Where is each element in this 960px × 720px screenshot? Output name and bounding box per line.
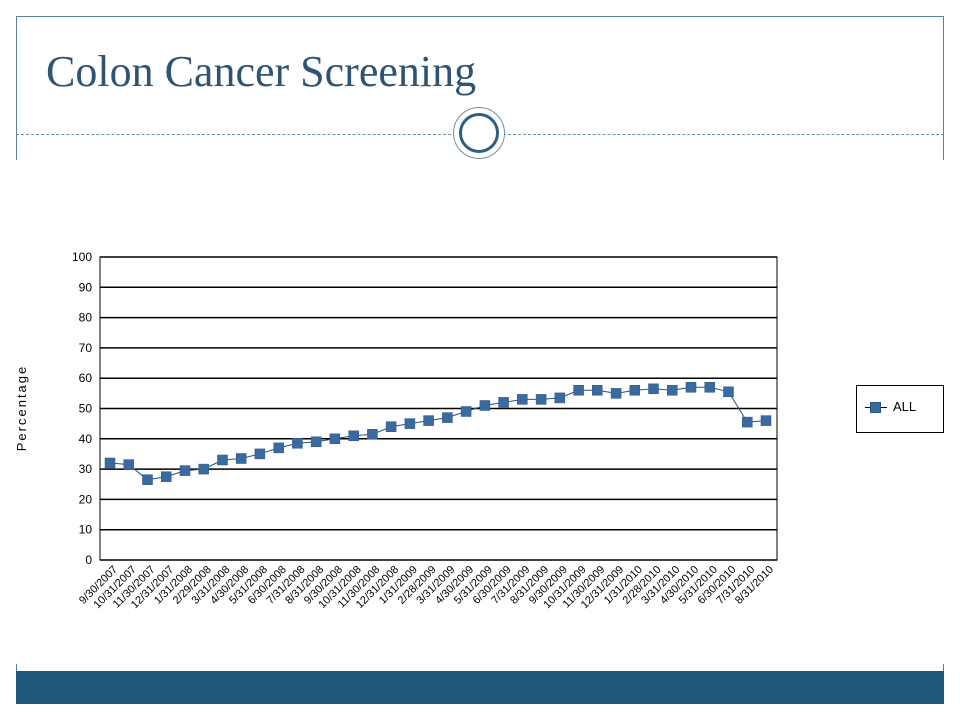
y-tick-label: 0	[85, 553, 92, 567]
data-point	[217, 454, 228, 466]
data-point	[685, 382, 697, 393]
chart-legend: ALL	[856, 385, 944, 433]
data-point	[310, 436, 322, 448]
plot-area	[99, 256, 778, 561]
data-point	[742, 416, 753, 428]
legend-label: ALL	[893, 399, 917, 414]
chart-series	[104, 382, 772, 485]
data-point	[179, 465, 191, 476]
data-point	[760, 415, 772, 426]
decorative-circle-inner	[459, 113, 499, 153]
data-point	[648, 383, 659, 395]
data-point	[629, 385, 641, 396]
y-tick-label: 20	[79, 492, 93, 506]
data-point	[104, 457, 116, 469]
frame-right-border	[943, 16, 944, 160]
data-point	[235, 453, 247, 464]
data-point	[498, 397, 509, 408]
data-point	[460, 406, 472, 417]
data-point	[292, 438, 303, 449]
slide-title: Colon Cancer Screening	[46, 47, 477, 96]
frame-top-border	[16, 16, 944, 17]
data-point	[142, 474, 153, 485]
data-point	[479, 400, 491, 411]
data-point	[404, 418, 416, 429]
legend-marker-square	[870, 402, 881, 413]
data-point	[573, 385, 584, 396]
title-divider-right	[503, 134, 944, 135]
data-point	[123, 459, 134, 470]
data-point	[517, 394, 528, 405]
data-point	[723, 386, 734, 398]
data-point	[273, 442, 284, 454]
data-point	[160, 471, 172, 482]
y-tick-label: 50	[79, 402, 93, 416]
x-tick-labels: 9/30/200710/31/200711/30/200712/31/20071…	[77, 564, 776, 611]
data-point	[592, 385, 603, 396]
decorative-circle-icon	[453, 107, 505, 159]
data-point	[198, 463, 209, 475]
y-tick-label: 40	[79, 432, 93, 446]
chart-gridlines	[100, 256, 777, 561]
y-axis-label: Percentage	[14, 365, 29, 452]
data-point	[535, 394, 547, 405]
frame-left-border-bottom	[16, 664, 17, 672]
y-tick-label: 90	[79, 280, 93, 294]
data-point	[442, 412, 453, 423]
y-tick-label: 70	[79, 341, 93, 355]
y-tick-label: 10	[79, 523, 93, 537]
data-point	[254, 448, 266, 460]
data-point	[667, 385, 678, 396]
data-point	[367, 429, 378, 440]
y-tick-label: 100	[72, 250, 92, 264]
y-tick-label: 80	[79, 311, 93, 325]
y-tick-labels: 0 10 20 30 40 50 60 70 80 90 100	[72, 250, 92, 567]
data-point	[423, 415, 434, 426]
frame-left-border	[16, 16, 17, 160]
data-point	[610, 388, 622, 399]
data-point	[329, 433, 341, 445]
y-tick-label: 60	[79, 371, 93, 385]
data-point	[554, 392, 566, 404]
data-point	[348, 430, 359, 442]
title-divider-left	[16, 134, 456, 135]
data-point	[704, 382, 716, 393]
frame-right-border-bottom	[943, 664, 944, 672]
data-point	[385, 421, 397, 432]
y-tick-label: 30	[79, 462, 93, 476]
footer-bar	[16, 671, 944, 704]
